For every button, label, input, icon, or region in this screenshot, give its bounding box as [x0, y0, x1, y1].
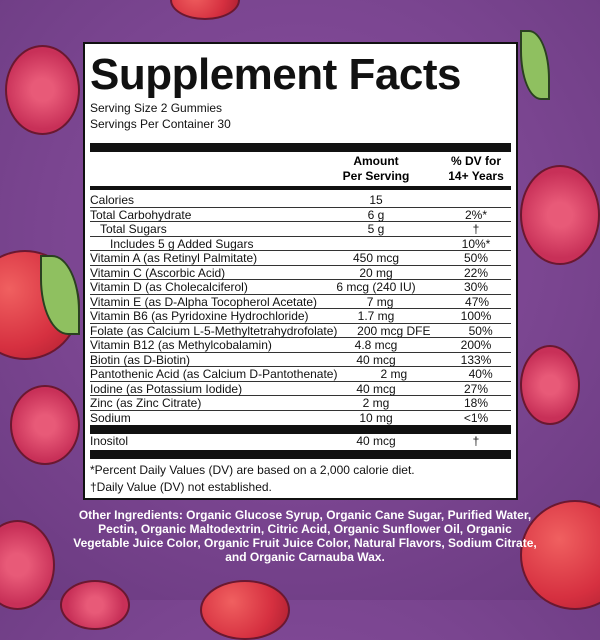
table-row: Calories 15	[90, 193, 511, 208]
amount-value: 6 mcg (240 IU)	[336, 280, 416, 294]
cherry-image	[170, 0, 240, 20]
nutrient-name: Calories	[90, 193, 135, 207]
panel-title: Supplement Facts	[90, 50, 461, 99]
table-row: Vitamin C (Ascorbic Acid) 20 mg 22%	[90, 265, 511, 280]
nutrient-name: Iodine (as Potassium Iodide)	[90, 381, 243, 396]
raspberry-image	[10, 385, 80, 465]
dv-value: †	[472, 222, 480, 236]
amount-value: 40 mcg	[356, 352, 396, 367]
dv-value: 30%	[463, 280, 489, 294]
other-ingredients: Other Ingredients: Organic Glucose Syrup…	[73, 508, 537, 564]
amount-value: 10 mg	[359, 410, 393, 425]
dv-value: 40%	[468, 367, 493, 381]
amount-value: 15	[369, 193, 383, 207]
nutrient-name: Total Sugars	[100, 222, 167, 236]
dv-value: 50%	[468, 323, 493, 338]
nutrient-name: Pantothenic Acid (as Calcium D-Pantothen…	[90, 367, 338, 381]
dv-value: 200%	[460, 338, 492, 352]
nutrient-name: Vitamin B12 (as Methylcobalamin)	[90, 338, 272, 352]
table-row: Zinc (as Zinc Citrate) 2 mg 18%	[90, 396, 511, 411]
nutrient-name: Vitamin C (Ascorbic Acid)	[90, 265, 226, 280]
amount-value: 2 mg	[380, 367, 408, 381]
dv-header-line2: 14+ Years	[448, 169, 504, 183]
cherry-image	[520, 500, 600, 610]
table-row: Vitamin B12 (as Methylcobalamin) 4.8 mcg 2…	[90, 338, 511, 353]
dv-value: 22%	[463, 265, 489, 280]
amount-header-line2: Per Serving	[342, 169, 410, 183]
dv-value	[441, 193, 511, 207]
amount-value: 5 g	[367, 222, 385, 236]
dv-value: 100%	[460, 309, 492, 323]
nutrient-name: Folate (as Calcium L-5-Methyltetrahydrof…	[90, 323, 338, 338]
table-row: Includes 5 g Added Sugars 10%*	[90, 236, 511, 251]
dv-value: 18%	[463, 396, 489, 410]
column-header: Amount Per Serving % DV for 14+ Years	[90, 152, 511, 186]
other-nutrient-table: Inositol 40 mcg †	[90, 434, 511, 449]
table-row: Total Carbohydrate 6 g 2%*	[90, 207, 511, 222]
leaf-image	[520, 30, 550, 100]
amount-value: 40 mcg	[356, 381, 396, 396]
dv-header: % DV for	[450, 154, 501, 168]
dv-value: 133%	[460, 352, 492, 367]
dv-value: 27%	[463, 381, 489, 396]
table-row: Pantothenic Acid (as Calcium D-Pantothen…	[90, 367, 511, 382]
raspberry-image	[520, 345, 580, 425]
amount-header: Amount	[353, 154, 399, 168]
dv-value: <1%	[463, 410, 489, 425]
footnotes: *Percent Daily Values (DV) are based on …	[90, 462, 511, 496]
amount-value: 20 mg	[359, 265, 393, 280]
amount-value: 6 g	[367, 207, 385, 222]
dv-value: 10%*	[461, 236, 491, 251]
nutrient-name: Vitamin A (as Retinyl Palmitate)	[90, 251, 258, 265]
amount-value: 1.7 mg	[357, 309, 395, 323]
divider-bar	[90, 143, 511, 152]
raspberry-image	[5, 45, 80, 135]
footnote-dagger: †Daily Value (DV) not established.	[90, 479, 272, 494]
table-row: Iodine (as Potassium Iodide) 40 mcg 27%	[90, 381, 511, 396]
nutrient-name: Sodium	[90, 410, 131, 425]
dv-value: 50%	[463, 251, 489, 265]
nutrient-name: Vitamin E (as D-Alpha Tocopherol Acetate…	[90, 294, 318, 309]
raspberry-image	[0, 520, 55, 610]
amount-value: 4.8 mcg	[354, 338, 398, 352]
serving-size: Serving Size 2 Gummies	[90, 101, 223, 115]
table-row: Vitamin A (as Retinyl Palmitate) 450 mcg 5…	[90, 251, 511, 266]
dv-value: 2%*	[464, 207, 487, 222]
table-row: Total Sugars 5 g †	[90, 222, 511, 237]
supplement-facts-panel: Supplement Facts Serving Size 2 Gummies …	[83, 42, 518, 500]
nutrient-name: Vitamin B6 (as Pyridoxine Hydrochloride)	[90, 309, 309, 323]
dv-value: 47%	[465, 294, 490, 309]
cherry-image	[200, 580, 290, 640]
servings-per-container: Servings Per Container 30	[90, 117, 231, 131]
table-row: Biotin (as D-Biotin) 40 mcg 133%	[90, 352, 511, 367]
nutrient-name: Inositol	[90, 434, 129, 448]
amount-value: 200 mcg DFE	[357, 323, 431, 338]
amount-value: 40 mcg	[356, 434, 396, 448]
nutrient-table: Calories 15 Total Carbohydrate 6 g 2%* Total …	[90, 193, 511, 425]
nutrient-name: Biotin (as D-Biotin)	[90, 352, 191, 367]
amount-value: 450 mcg	[352, 251, 400, 265]
table-row: Inositol 40 mcg †	[90, 434, 511, 449]
table-row: Sodium 10 mg <1%	[90, 411, 511, 426]
nutrient-name: Vitamin D (as Cholecalciferol)	[90, 280, 248, 294]
dv-value: †	[472, 434, 480, 448]
amount-value: 2 mg	[362, 396, 390, 410]
table-row: Vitamin E (as D-Alpha Tocopherol Acetate…	[90, 294, 511, 309]
table-row: Vitamin D (as Cholecalciferol) 6 mcg (240…	[90, 280, 511, 295]
divider-bar	[90, 186, 511, 190]
divider-bar	[90, 425, 511, 434]
nutrient-name: Total Carbohydrate	[90, 207, 192, 222]
amount-value	[311, 237, 441, 251]
raspberry-image	[520, 165, 600, 265]
footnote-dv: *Percent Daily Values (DV) are based on …	[90, 462, 415, 477]
divider-bar	[90, 449, 511, 459]
table-row: Folate (as Calcium L-5-Methyltetrahydrof…	[90, 323, 511, 338]
nutrient-name: Includes 5 g Added Sugars	[110, 236, 254, 251]
raspberry-image	[60, 580, 130, 630]
nutrient-name: Zinc (as Zinc Citrate)	[90, 396, 202, 410]
table-row: Vitamin B6 (as Pyridoxine Hydrochloride)…	[90, 309, 511, 324]
amount-value: 7 mg	[366, 294, 394, 309]
